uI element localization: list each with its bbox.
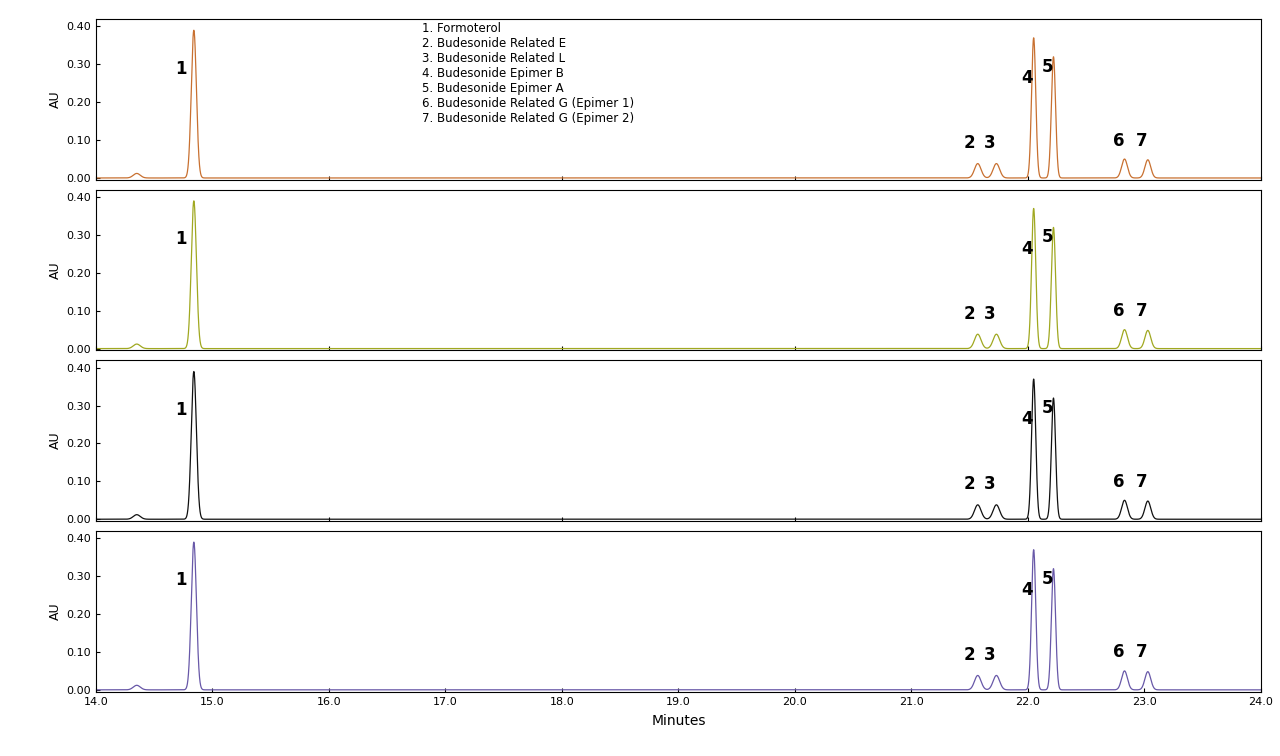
Text: 1: 1 [175,231,187,248]
Text: 4: 4 [1021,581,1033,599]
Text: 3: 3 [983,476,996,494]
Text: 1: 1 [175,572,187,590]
Text: 2: 2 [964,305,975,323]
Text: 2: 2 [964,135,975,152]
Text: 6: 6 [1112,643,1124,662]
Y-axis label: AU: AU [49,432,63,450]
Text: 7: 7 [1137,132,1148,150]
X-axis label: Minutes: Minutes [652,714,705,727]
Text: 2: 2 [964,646,975,664]
Text: 6: 6 [1112,472,1124,491]
Y-axis label: AU: AU [49,603,63,620]
Text: 1: 1 [175,401,187,419]
Text: 3: 3 [983,646,996,664]
Y-axis label: AU: AU [49,91,63,108]
Text: 2: 2 [964,476,975,494]
Text: 7: 7 [1137,472,1148,491]
Text: 3: 3 [983,305,996,323]
Text: 7: 7 [1137,302,1148,321]
Text: 4: 4 [1021,240,1033,258]
Text: 1: 1 [175,60,187,78]
Text: 3: 3 [983,135,996,152]
Text: 6: 6 [1112,132,1124,150]
Text: 4: 4 [1021,69,1033,87]
Text: 5: 5 [1042,228,1053,246]
Text: 5: 5 [1042,399,1053,417]
Y-axis label: AU: AU [49,261,63,279]
Text: 6: 6 [1112,302,1124,321]
Text: 1. Formoterol
2. Budesonide Related E
3. Budesonide Related L
4. Budesonide Epim: 1. Formoterol 2. Budesonide Related E 3.… [422,22,635,125]
Text: 5: 5 [1042,57,1053,76]
Text: 4: 4 [1021,411,1033,429]
Text: 5: 5 [1042,569,1053,587]
Text: 7: 7 [1137,643,1148,662]
